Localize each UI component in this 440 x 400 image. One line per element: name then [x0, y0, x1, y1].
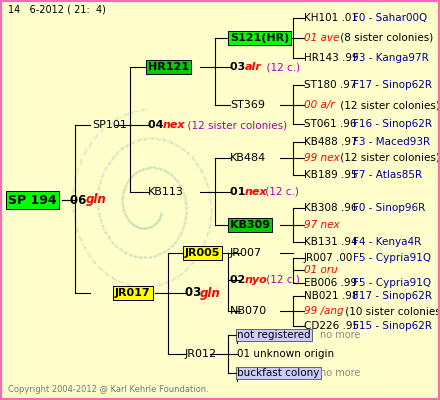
Text: (12 sister colonies): (12 sister colonies): [337, 153, 440, 163]
Text: KB113: KB113: [148, 187, 184, 197]
Text: F17 - Sinop62R: F17 - Sinop62R: [353, 291, 432, 301]
Text: gln: gln: [86, 194, 107, 206]
Text: F15 - Sinop62R: F15 - Sinop62R: [353, 321, 432, 331]
Text: HR143 .99: HR143 .99: [304, 53, 359, 63]
Text: CD226 .95: CD226 .95: [304, 321, 359, 331]
Text: (12 c.): (12 c.): [260, 62, 300, 72]
Text: SP101: SP101: [92, 120, 127, 130]
Text: F7 - Atlas85R: F7 - Atlas85R: [353, 170, 422, 180]
Text: KB488 .97: KB488 .97: [304, 137, 358, 147]
Text: KB484: KB484: [230, 153, 266, 163]
Text: 02: 02: [230, 275, 249, 285]
Text: 01: 01: [230, 187, 249, 197]
Text: (12 c.): (12 c.): [262, 187, 299, 197]
Text: ST369: ST369: [230, 100, 265, 110]
Text: (8 sister colonies): (8 sister colonies): [337, 33, 433, 43]
Text: NB070: NB070: [230, 306, 267, 316]
Text: HR121: HR121: [148, 62, 189, 72]
Text: F5 - Cypria91Q: F5 - Cypria91Q: [353, 278, 431, 288]
Text: F16 - Sinop62R: F16 - Sinop62R: [353, 119, 432, 129]
Text: KB189 .95: KB189 .95: [304, 170, 358, 180]
Text: NB021 .98: NB021 .98: [304, 291, 359, 301]
Text: S121(HR): S121(HR): [230, 33, 289, 43]
Text: nyo: nyo: [245, 275, 268, 285]
Text: (12 sister colonies): (12 sister colonies): [181, 120, 287, 130]
Text: ST061 .96: ST061 .96: [304, 119, 356, 129]
Text: ST180 .97: ST180 .97: [304, 80, 356, 90]
Text: KB309: KB309: [230, 220, 270, 230]
Text: 01 oru: 01 oru: [304, 265, 338, 275]
Text: SP 194: SP 194: [8, 194, 57, 206]
Text: buckfast colony: buckfast colony: [237, 368, 319, 378]
Text: 99 /ang: 99 /ang: [304, 306, 344, 316]
Text: gln: gln: [200, 286, 221, 300]
Text: (12 sister colonies): (12 sister colonies): [337, 100, 440, 110]
Text: not registered: not registered: [237, 330, 311, 340]
Text: no more: no more: [320, 368, 360, 378]
Text: 99 nex: 99 nex: [304, 153, 340, 163]
Text: 14   6-2012 ( 21:  4): 14 6-2012 ( 21: 4): [8, 5, 106, 15]
Text: no more: no more: [320, 330, 360, 340]
Text: JR007: JR007: [230, 248, 262, 258]
Text: 04: 04: [148, 120, 167, 130]
Text: 01 ave: 01 ave: [304, 33, 339, 43]
Text: alr: alr: [245, 62, 262, 72]
Text: 03: 03: [230, 62, 249, 72]
Text: nex: nex: [245, 187, 268, 197]
Text: F0 - Sinop96R: F0 - Sinop96R: [353, 203, 425, 213]
Text: JR005: JR005: [185, 248, 220, 258]
Text: (12 c.): (12 c.): [263, 275, 300, 285]
Text: nex: nex: [163, 120, 186, 130]
Text: JR012: JR012: [185, 349, 217, 359]
Text: KB131 .94: KB131 .94: [304, 237, 358, 247]
Text: JR007 .00: JR007 .00: [304, 253, 353, 263]
Text: F0 - Sahar00Q: F0 - Sahar00Q: [353, 13, 427, 23]
Text: 97 nex: 97 nex: [304, 220, 340, 230]
Text: 01 unknown origin: 01 unknown origin: [237, 349, 334, 359]
Text: 03: 03: [185, 286, 205, 300]
Text: (10 sister colonies): (10 sister colonies): [342, 306, 440, 316]
Text: Copyright 2004-2012 @ Karl Kehrle Foundation.: Copyright 2004-2012 @ Karl Kehrle Founda…: [8, 386, 209, 394]
Text: 06: 06: [70, 194, 91, 206]
Text: F4 - Kenya4R: F4 - Kenya4R: [353, 237, 421, 247]
Text: KB308 .96: KB308 .96: [304, 203, 357, 213]
Text: F3 - Kanga97R: F3 - Kanga97R: [353, 53, 429, 63]
Text: F3 - Maced93R: F3 - Maced93R: [353, 137, 430, 147]
Text: JR017: JR017: [115, 288, 150, 298]
Text: EB006 .99: EB006 .99: [304, 278, 357, 288]
Text: 00 a/r: 00 a/r: [304, 100, 335, 110]
Text: F5 - Cypria91Q: F5 - Cypria91Q: [353, 253, 431, 263]
Text: F17 - Sinop62R: F17 - Sinop62R: [353, 80, 432, 90]
Text: KH101 .01: KH101 .01: [304, 13, 358, 23]
